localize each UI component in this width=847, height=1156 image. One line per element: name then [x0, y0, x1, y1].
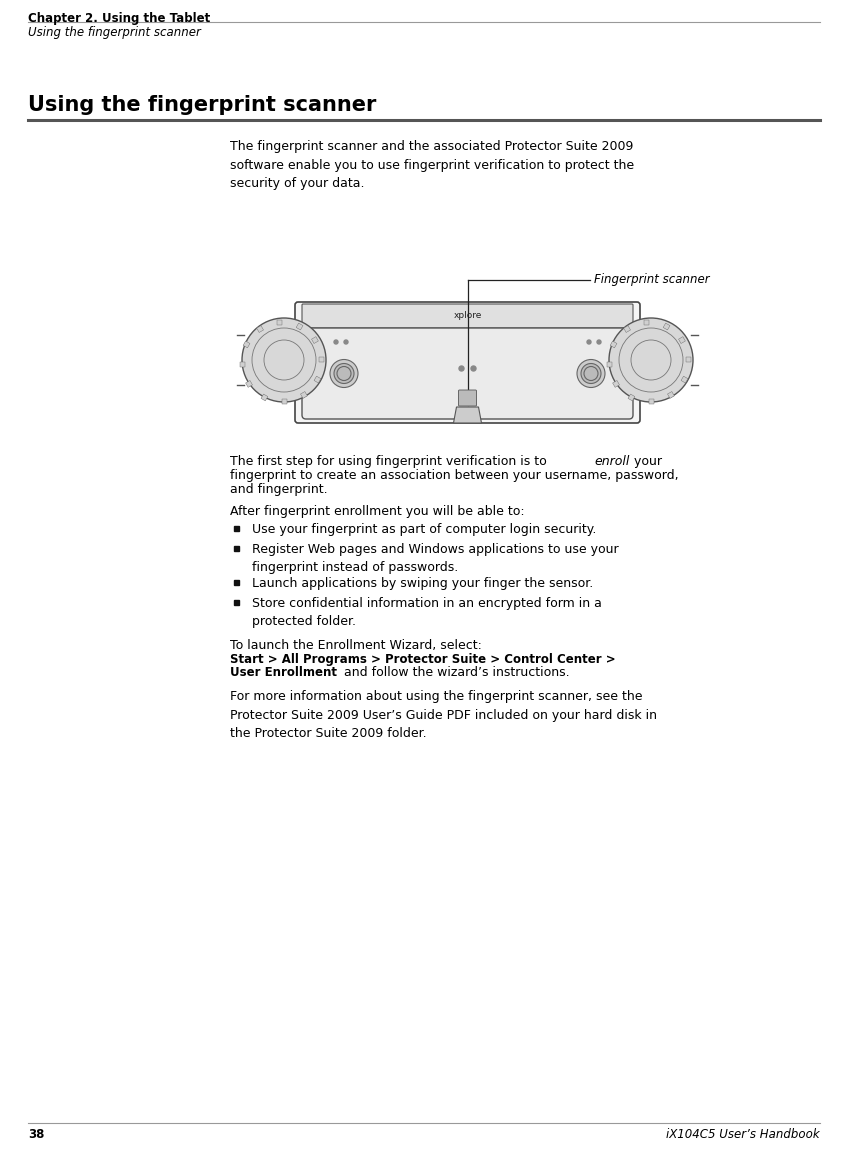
- Circle shape: [584, 366, 598, 380]
- Bar: [261, 394, 268, 401]
- Bar: [681, 376, 688, 383]
- Text: Chapter 2. Using the Tablet: Chapter 2. Using the Tablet: [28, 12, 210, 25]
- Text: Launch applications by swiping your finger the sensor.: Launch applications by swiping your fing…: [252, 577, 593, 590]
- FancyBboxPatch shape: [295, 302, 640, 423]
- Circle shape: [577, 360, 605, 387]
- Circle shape: [334, 363, 354, 384]
- Bar: [234, 580, 239, 585]
- Bar: [628, 394, 635, 401]
- Bar: [240, 362, 245, 366]
- Text: and follow the wizard’s instructions.: and follow the wizard’s instructions.: [340, 666, 569, 679]
- Bar: [282, 399, 287, 403]
- Bar: [667, 392, 674, 399]
- Bar: [246, 380, 252, 387]
- Bar: [296, 324, 303, 329]
- Text: The fingerprint scanner and the associated Protector Suite 2009
software enable : The fingerprint scanner and the associat…: [230, 140, 634, 190]
- Circle shape: [242, 318, 326, 402]
- Text: Register Web pages and Windows applications to use your
fingerprint instead of p: Register Web pages and Windows applicati…: [252, 543, 618, 573]
- Bar: [686, 357, 691, 362]
- Bar: [257, 326, 263, 333]
- Text: xplore: xplore: [453, 311, 482, 320]
- Circle shape: [597, 340, 601, 344]
- Circle shape: [587, 340, 591, 344]
- Text: Store confidential information in an encrypted form in a
protected folder.: Store confidential information in an enc…: [252, 596, 602, 628]
- Bar: [312, 336, 318, 343]
- Bar: [649, 399, 654, 403]
- Bar: [678, 336, 685, 343]
- Polygon shape: [453, 407, 481, 423]
- FancyBboxPatch shape: [458, 390, 477, 406]
- Circle shape: [344, 340, 348, 344]
- Text: Start > All Programs > Protector Suite > Control Center >: Start > All Programs > Protector Suite >…: [230, 653, 616, 666]
- Text: Using the fingerprint scanner: Using the fingerprint scanner: [28, 25, 201, 39]
- Bar: [607, 362, 612, 366]
- Text: Use your fingerprint as part of computer login security.: Use your fingerprint as part of computer…: [252, 523, 596, 536]
- Circle shape: [471, 366, 476, 371]
- Bar: [301, 392, 307, 399]
- Circle shape: [459, 366, 464, 371]
- Circle shape: [337, 366, 351, 380]
- Circle shape: [581, 363, 601, 384]
- Bar: [612, 380, 619, 387]
- Text: and fingerprint.: and fingerprint.: [230, 483, 328, 496]
- Text: your: your: [630, 455, 662, 468]
- Text: Fingerprint scanner: Fingerprint scanner: [594, 274, 710, 287]
- Text: The first step for using fingerprint verification is to: The first step for using fingerprint ver…: [230, 455, 551, 468]
- Text: To launch the Enrollment Wizard, select:: To launch the Enrollment Wizard, select:: [230, 639, 482, 652]
- Circle shape: [609, 318, 693, 402]
- Text: Using the fingerprint scanner: Using the fingerprint scanner: [28, 95, 376, 114]
- Bar: [623, 326, 630, 333]
- Bar: [234, 546, 239, 551]
- Text: For more information about using the fingerprint scanner, see the
Protector Suit: For more information about using the fin…: [230, 690, 657, 740]
- Bar: [277, 320, 282, 325]
- Bar: [243, 341, 250, 348]
- Circle shape: [330, 360, 358, 387]
- Bar: [319, 357, 324, 362]
- Bar: [234, 526, 239, 531]
- Bar: [610, 341, 617, 348]
- Text: User Enrollment: User Enrollment: [230, 666, 337, 679]
- Bar: [314, 376, 321, 383]
- Text: enroll: enroll: [594, 455, 629, 468]
- Text: fingerprint to create an association between your username, password,: fingerprint to create an association bet…: [230, 469, 678, 482]
- Text: iX104C5 User’s Handbook: iX104C5 User’s Handbook: [667, 1128, 820, 1141]
- FancyBboxPatch shape: [302, 328, 633, 418]
- Bar: [663, 324, 670, 329]
- FancyBboxPatch shape: [302, 304, 633, 328]
- Text: After fingerprint enrollment you will be able to:: After fingerprint enrollment you will be…: [230, 505, 524, 518]
- Bar: [234, 600, 239, 605]
- Circle shape: [334, 340, 338, 344]
- Bar: [644, 320, 649, 325]
- Text: 38: 38: [28, 1128, 44, 1141]
